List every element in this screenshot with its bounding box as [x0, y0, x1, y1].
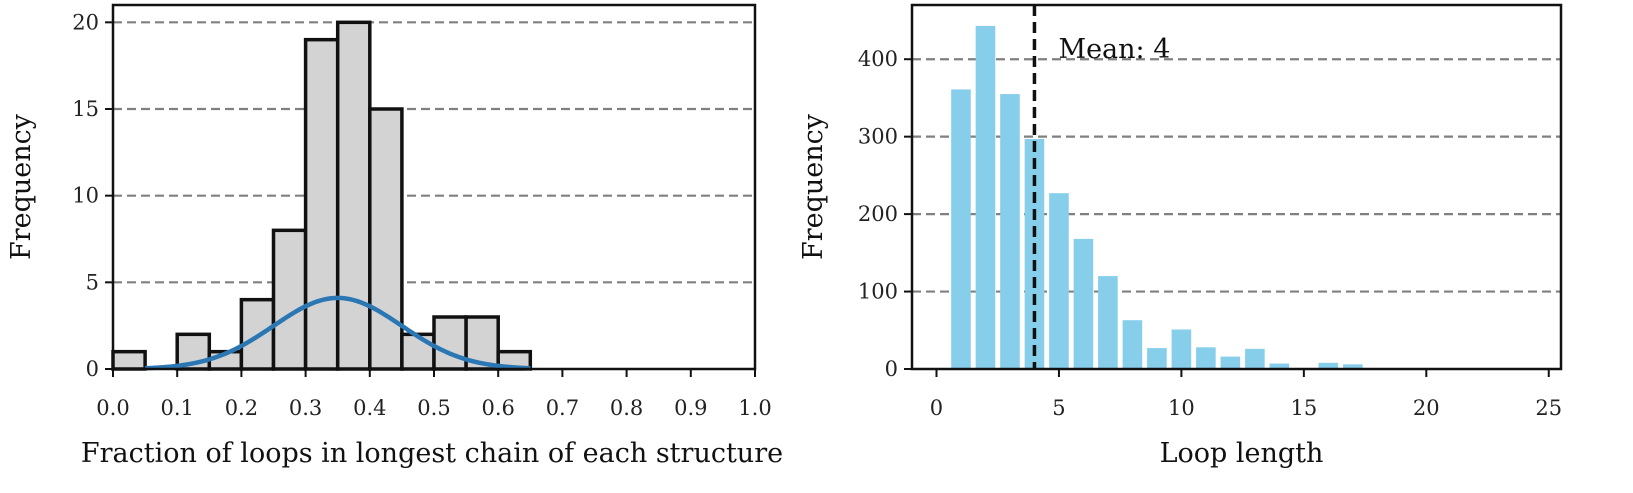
y-tick-label: 15 [72, 97, 99, 121]
histogram-bar [303, 37, 340, 371]
x-tick-label: 0.9 [674, 396, 707, 420]
bar [975, 25, 996, 369]
x-tick-label: 0.6 [481, 396, 514, 420]
x-tick-label: 25 [1535, 396, 1562, 420]
fit-curve [145, 295, 531, 371]
x-tick-label: 1.0 [738, 396, 771, 420]
x-tick-label: 0.8 [610, 396, 643, 420]
left-histogram-panel: 0.0 0.1 0.2 0.3 0.4 0.5 0.6 0.7 0.8 0.9 1.0 0 5 10 15 2… [6, 3, 783, 469]
y-tick-label: 200 [858, 202, 898, 226]
x-axis-label: Loop length [1160, 438, 1324, 469]
x-tick-label: 0.5 [417, 396, 450, 420]
y-tick-label: 300 [858, 125, 898, 149]
x-tick-label: 0.4 [353, 396, 386, 420]
x-tick-label: 0.7 [546, 396, 579, 420]
x-tick-label: 0.0 [96, 396, 129, 420]
histogram-bar [335, 20, 372, 371]
x-tick-label: 5 [1052, 396, 1065, 420]
bar [1098, 276, 1118, 369]
bar [1000, 94, 1020, 369]
x-tick-label: 10 [1168, 396, 1195, 420]
x-tick-label: 0.3 [289, 396, 322, 420]
y-tick-label: 0 [86, 357, 99, 381]
bar [1318, 362, 1339, 369]
bar [1245, 348, 1265, 369]
mean-annotation: Mean: 4 [1058, 34, 1170, 65]
histogram-bar [111, 349, 147, 371]
bar [1220, 356, 1241, 369]
bar [1171, 329, 1192, 369]
bar [1049, 193, 1069, 369]
bar [1122, 320, 1143, 369]
y-tick-label: 0 [885, 357, 898, 381]
histogram-bar [464, 315, 500, 371]
histogram-bar [368, 107, 404, 371]
histogram-bar [271, 228, 308, 371]
y-tick-label: 100 [858, 280, 898, 304]
bar [1269, 363, 1290, 369]
x-tick-label: 15 [1290, 396, 1317, 420]
histogram-bar [400, 332, 436, 371]
y-tick-label: 10 [72, 184, 99, 208]
x-tick-label: 20 [1413, 396, 1440, 420]
plot-frame [910, 3, 1563, 371]
x-tick-label: 0 [930, 396, 943, 420]
bar [951, 89, 971, 369]
y-tick-label: 400 [858, 47, 898, 71]
histogram-bar [432, 315, 468, 371]
bar [1196, 347, 1216, 369]
plot-frame [111, 3, 757, 371]
y-tick-label: 20 [72, 10, 99, 34]
bar [1147, 348, 1167, 369]
x-tick-label: 0.2 [225, 396, 258, 420]
y-axis-label: Frequency [6, 113, 37, 260]
y-axis-label: Frequency [798, 113, 829, 260]
right-bar-chart-panel: Mean: 4 0 5 10 15 20 25 0 100 200 300 400 Loop lengt… [798, 3, 1563, 469]
x-axis-label: Fraction of loops in longest chain of ea… [81, 438, 783, 469]
x-tick-label: 0.1 [160, 396, 193, 420]
bar [1073, 238, 1094, 369]
y-tick-label: 5 [86, 270, 99, 294]
bar [1343, 364, 1363, 369]
